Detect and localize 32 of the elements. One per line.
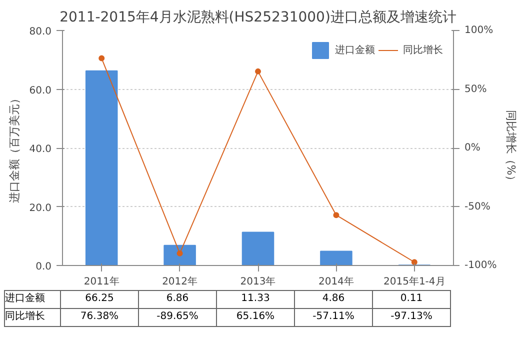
y2-axis-title: 同比增长（%）	[504, 110, 518, 186]
y-tick-label: 80.0	[29, 26, 52, 38]
data-label: 11.33	[216, 290, 294, 308]
y2-tick-label: 50%	[464, 84, 487, 95]
y2-tick-label: -100%	[464, 260, 497, 271]
y-tick-label: 0.0	[36, 262, 52, 272]
legend-label: 进口金额	[335, 44, 375, 57]
x-tick-label: 2015年1-4月	[384, 276, 446, 288]
data-label: 6.86	[138, 290, 216, 308]
x-tick-label: 2014年	[318, 276, 354, 288]
data-label: 76.38%	[60, 308, 138, 326]
y2-tick-label: 100%	[464, 25, 494, 36]
x-tick-label: 2011年	[84, 276, 120, 288]
y2-tick-label: 0%	[464, 142, 480, 154]
data-label: 4.86	[294, 290, 372, 308]
y-tick-label: 60.0	[29, 85, 52, 96]
data-label: -57.11%	[294, 308, 372, 326]
y-tick-label: 40.0	[29, 144, 52, 155]
x-tick-label: 2012年	[162, 276, 198, 288]
text: 进口金额	[5, 293, 45, 304]
data-label: 66.25	[60, 290, 138, 308]
x-tick-label: 2013年	[240, 276, 276, 288]
data-label: 65.16%	[216, 308, 294, 326]
data-label: -97.13%	[372, 308, 450, 326]
text: 同比增长	[5, 311, 45, 322]
data-label: 0.11	[372, 290, 450, 308]
y-axis-title: 进口金额（百万美元）	[8, 93, 22, 203]
legend-label: 同比增长	[403, 44, 443, 57]
data-label: -89.65%	[138, 308, 216, 326]
chart-title: 2011-2015年4月水泥熟料(HS25231000)进口总额及增速统计	[60, 10, 456, 26]
y2-tick-label: -50%	[464, 201, 490, 212]
y-tick-label: 20.0	[29, 202, 52, 214]
